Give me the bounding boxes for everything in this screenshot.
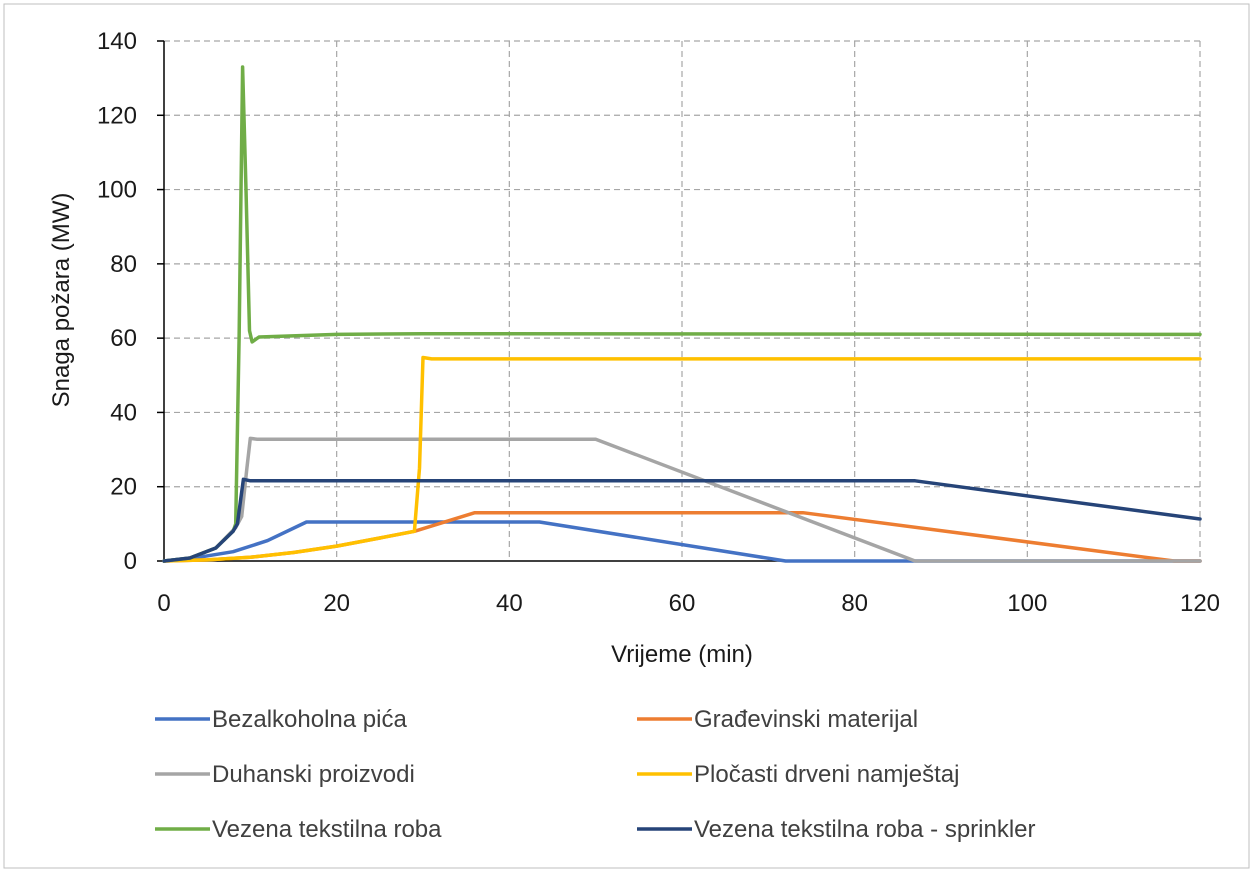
x-tick-label: 0 bbox=[157, 590, 170, 617]
y-tick-label: 140 bbox=[97, 28, 137, 55]
series-line-4 bbox=[162, 355, 1202, 563]
legend-label: Duhanski proizvodi bbox=[212, 761, 415, 788]
y-tick-label: 40 bbox=[110, 399, 137, 426]
grid bbox=[164, 40, 1201, 561]
legend-label: Bezalkoholna pića bbox=[212, 706, 407, 733]
legend-label: Pločasti drveni namještaj bbox=[694, 761, 959, 788]
x-tick-label: 80 bbox=[841, 590, 868, 617]
x-tick-label: 120 bbox=[1180, 590, 1220, 617]
legend-label: Građevinski materijal bbox=[694, 706, 918, 733]
series-lines bbox=[162, 65, 1202, 563]
y-tick-label: 100 bbox=[97, 177, 137, 204]
legend-label: Vezena tekstilna roba - sprinkler bbox=[694, 816, 1036, 843]
y-tick-label: 80 bbox=[110, 251, 137, 278]
tick-labels: 0 20 40 60 80 100 120 140 0 20 40 60 80 100 120 bbox=[97, 28, 1220, 617]
y-tick-label: 0 bbox=[124, 548, 137, 575]
legend-label: Vezena tekstilna roba bbox=[212, 816, 442, 843]
x-tick-label: 40 bbox=[496, 590, 523, 617]
y-tick-label: 120 bbox=[97, 102, 137, 129]
axes bbox=[157, 40, 1200, 562]
y-axis-title: Snaga požara (MW) bbox=[48, 193, 75, 408]
x-tick-label: 20 bbox=[323, 590, 350, 617]
series-line-1 bbox=[162, 520, 1202, 563]
x-tick-label: 60 bbox=[669, 590, 696, 617]
x-tick-label: 100 bbox=[1007, 590, 1047, 617]
series-line-6 bbox=[162, 477, 1202, 563]
y-tick-label: 20 bbox=[110, 474, 137, 501]
chart-frame bbox=[3, 3, 1250, 869]
legend: Bezalkoholna pića Građevinski materijal Du… bbox=[155, 706, 1036, 843]
y-tick-label: 60 bbox=[110, 325, 137, 352]
x-axis-title: Vrijeme (min) bbox=[611, 641, 753, 668]
